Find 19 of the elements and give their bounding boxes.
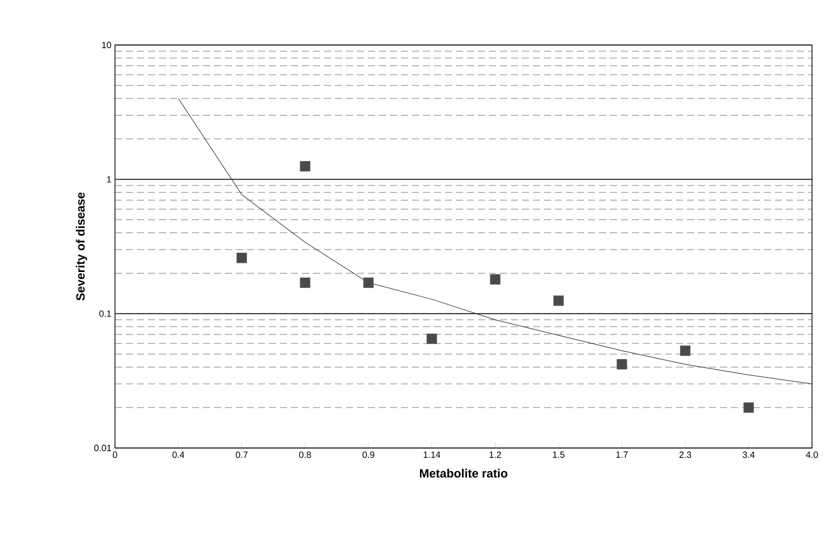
x-tick-label: 3.4: [742, 452, 755, 458]
x-tick-label: 0: [112, 452, 118, 458]
line-series: [178, 98, 812, 384]
y-tick-label: 1: [107, 176, 112, 182]
x-tick-label: 0.8: [299, 452, 311, 458]
x-tick-label: 0.7: [236, 452, 248, 458]
x-tick-label: 1.2: [490, 452, 501, 458]
x-tick-label: 4.0: [806, 452, 818, 458]
y-axis-title: Severity of disease: [76, 192, 88, 301]
x-tick-label: 1.14: [424, 452, 440, 458]
x-tick-label: 1.7: [616, 452, 628, 458]
y-tick-label: 0.1: [99, 310, 112, 317]
x-tick-label: 1.5: [552, 452, 564, 458]
x-tick-label: 0.9: [362, 452, 374, 458]
x-tick-label: 0.4: [172, 452, 184, 458]
x-axis-title: Metabolite ratio: [420, 468, 508, 478]
y-tick-label: 10: [102, 42, 112, 48]
x-tick-label: 2.3: [679, 452, 692, 458]
y-tick-label: 0.01: [94, 444, 112, 452]
